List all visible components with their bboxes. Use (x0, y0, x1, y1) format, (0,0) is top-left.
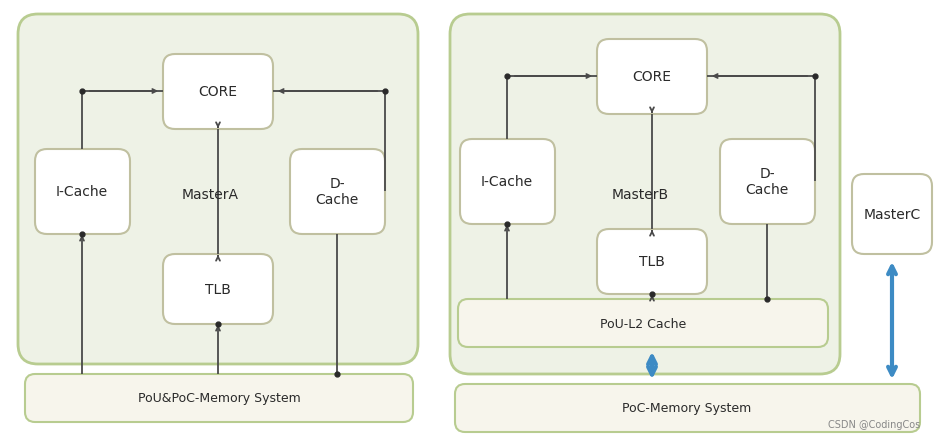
FancyBboxPatch shape (719, 140, 814, 225)
FancyBboxPatch shape (25, 374, 413, 422)
FancyBboxPatch shape (163, 254, 272, 324)
Text: MasterA: MasterA (182, 187, 239, 201)
Text: TLB: TLB (638, 254, 665, 268)
Text: TLB: TLB (205, 283, 230, 297)
FancyBboxPatch shape (35, 150, 130, 234)
FancyBboxPatch shape (458, 299, 827, 347)
Text: PoU&PoC-Memory System: PoU&PoC-Memory System (138, 392, 300, 405)
Text: CSDN @CodingCos: CSDN @CodingCos (826, 419, 919, 429)
Text: MasterB: MasterB (611, 187, 668, 201)
FancyBboxPatch shape (455, 384, 919, 432)
FancyBboxPatch shape (163, 55, 272, 130)
FancyBboxPatch shape (851, 175, 931, 254)
Text: D-
Cache: D- Cache (315, 177, 358, 207)
Text: D-
Cache: D- Cache (744, 166, 788, 197)
Text: MasterC: MasterC (862, 208, 920, 222)
Text: CORE: CORE (632, 70, 671, 84)
Text: I-Cache: I-Cache (56, 184, 108, 198)
FancyBboxPatch shape (18, 15, 417, 364)
FancyBboxPatch shape (289, 150, 385, 234)
FancyBboxPatch shape (460, 140, 554, 225)
FancyBboxPatch shape (596, 230, 707, 294)
Text: I-Cache: I-Cache (480, 175, 533, 189)
FancyBboxPatch shape (449, 15, 839, 374)
Text: PoC-Memory System: PoC-Memory System (622, 402, 751, 414)
FancyBboxPatch shape (596, 40, 707, 115)
Text: CORE: CORE (198, 85, 237, 99)
Text: PoU-L2 Cache: PoU-L2 Cache (599, 317, 685, 330)
